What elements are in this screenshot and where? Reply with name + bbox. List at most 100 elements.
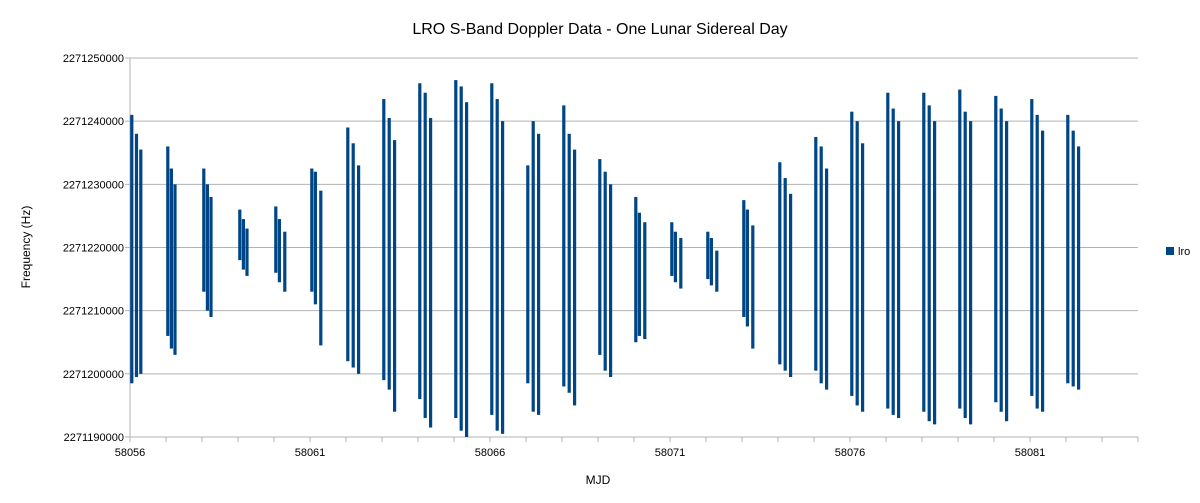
chart-title: LRO S-Band Doppler Data - One Lunar Side… xyxy=(412,21,787,38)
legend-label: lro xyxy=(1178,246,1190,258)
data-pass xyxy=(1035,114,1039,409)
data-pass xyxy=(351,143,355,368)
data-pass xyxy=(927,105,931,422)
y-tick-label: 2271190000 xyxy=(64,432,124,444)
data-pass xyxy=(313,171,317,305)
x-axis-label: MJD xyxy=(586,473,611,487)
data-pass xyxy=(202,168,206,292)
data-pass xyxy=(245,228,249,276)
data-pass xyxy=(783,178,787,371)
data-pass xyxy=(994,95,998,403)
x-tick-label: 58066 xyxy=(475,447,506,459)
data-pass xyxy=(1071,130,1075,387)
data-pass xyxy=(382,99,386,381)
x-tick-label: 58061 xyxy=(295,447,326,459)
data-pass xyxy=(958,89,962,409)
data-pass xyxy=(387,118,391,390)
data-pass xyxy=(814,136,818,371)
data-pass xyxy=(134,133,139,377)
data-pass xyxy=(241,219,245,270)
data-pass xyxy=(346,127,350,362)
data-pass xyxy=(603,171,607,371)
data-pass xyxy=(1030,99,1034,396)
data-pass xyxy=(283,231,287,292)
data-pass xyxy=(819,146,823,384)
data-pass xyxy=(855,121,859,406)
data-pass xyxy=(526,165,530,384)
y-tick-label: 2271250000 xyxy=(63,53,124,65)
data-pass xyxy=(567,133,571,393)
data-pass xyxy=(1077,146,1081,390)
data-pass xyxy=(205,184,209,311)
data-pass xyxy=(501,121,505,434)
data-pass xyxy=(423,92,427,419)
data-pass xyxy=(643,222,647,340)
data-pass xyxy=(922,92,926,412)
data-pass xyxy=(130,114,134,384)
data-pass xyxy=(789,193,793,377)
x-tick-label: 58081 xyxy=(1015,447,1046,459)
plot-area xyxy=(130,80,1081,437)
data-pass xyxy=(310,168,314,292)
x-tick-label: 58076 xyxy=(835,447,866,459)
data-pass xyxy=(490,83,494,415)
legend: lro xyxy=(1166,246,1190,258)
data-pass xyxy=(745,209,749,327)
legend-swatch xyxy=(1166,247,1174,255)
y-tick-label: 2271230000 xyxy=(63,179,124,191)
data-pass xyxy=(562,105,566,387)
data-pass xyxy=(891,108,895,415)
data-pass xyxy=(1005,121,1009,422)
data-pass xyxy=(429,118,433,428)
data-pass xyxy=(673,231,677,283)
data-pass xyxy=(637,212,641,336)
data-pass xyxy=(573,149,577,406)
x-tick-label: 58056 xyxy=(115,447,146,459)
data-pass xyxy=(634,196,638,343)
data-pass xyxy=(357,165,361,374)
data-pass xyxy=(778,162,782,365)
data-pass xyxy=(169,168,173,349)
x-axis-ticks: 58056 58061 58066 58071 58076 58081 xyxy=(115,437,1139,459)
data-pass xyxy=(274,206,278,273)
data-pass xyxy=(886,92,890,409)
data-pass xyxy=(495,99,499,431)
data-pass xyxy=(393,140,397,412)
data-pass xyxy=(679,238,683,289)
y-axis-ticks: 2271190000 2271200000 2271210000 2271220000… xyxy=(63,53,130,444)
data-pass xyxy=(670,222,674,276)
data-pass xyxy=(897,121,901,419)
y-tick-label: 2271210000 xyxy=(63,306,124,318)
data-pass xyxy=(418,83,422,400)
data-pass xyxy=(709,238,713,286)
data-pass xyxy=(238,209,242,261)
data-pass xyxy=(277,219,281,283)
y-tick-label: 2271200000 xyxy=(63,369,124,381)
y-tick-label: 2271240000 xyxy=(63,116,124,128)
data-pass xyxy=(209,196,213,317)
data-pass xyxy=(454,80,458,419)
data-pass xyxy=(715,250,719,292)
y-axis-label: Frequency (Hz) xyxy=(19,206,33,289)
y-tick-label: 2271220000 xyxy=(63,243,124,255)
data-pass xyxy=(598,159,602,355)
data-pass xyxy=(465,102,469,437)
data-pass xyxy=(861,143,865,412)
data-pass xyxy=(166,146,170,336)
data-pass xyxy=(173,184,177,355)
data-pass xyxy=(933,121,937,425)
data-pass xyxy=(825,168,829,390)
data-pass xyxy=(751,225,755,349)
data-pass xyxy=(742,200,746,317)
data-pass xyxy=(1041,130,1045,412)
data-pass xyxy=(963,111,967,419)
data-pass xyxy=(999,108,1003,412)
data-pass xyxy=(706,231,710,280)
data-pass xyxy=(459,86,463,431)
data-pass xyxy=(537,133,541,415)
data-pass xyxy=(1066,114,1070,384)
data-pass xyxy=(319,190,323,346)
data-pass xyxy=(531,121,535,412)
data-pass xyxy=(609,184,613,377)
